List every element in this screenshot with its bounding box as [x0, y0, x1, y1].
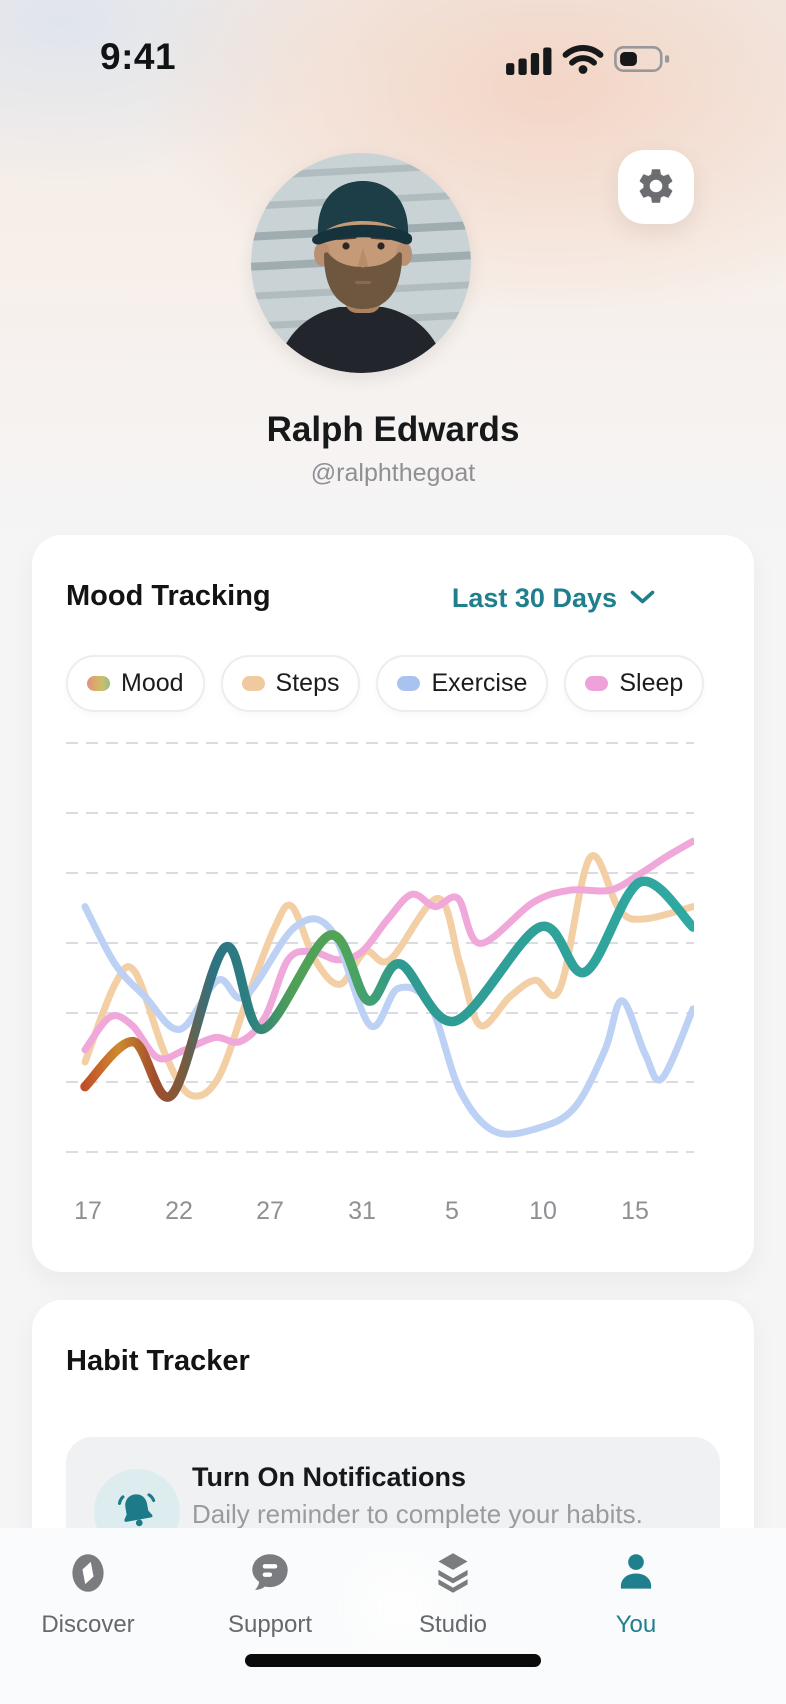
tab-support[interactable]: Support [185, 1548, 355, 1639]
bell-icon [114, 1487, 160, 1538]
tab-label: You [615, 1611, 657, 1638]
tab-bar: Discover Support Studio [0, 1528, 786, 1704]
tab-studio[interactable]: Studio [368, 1548, 538, 1639]
status-icons [506, 42, 672, 80]
tab-label: Studio [418, 1611, 488, 1638]
legend-chip-mood[interactable]: Mood [66, 655, 205, 712]
wifi-icon [561, 42, 605, 80]
home-indicator[interactable] [245, 1654, 541, 1667]
x-tick-label: 10 [529, 1197, 557, 1225]
mood-tracking-card: Mood Tracking Last 30 Days Mood Steps Ex… [32, 535, 754, 1272]
tab-you[interactable]: You [551, 1548, 721, 1639]
cellular-signal-icon [506, 42, 552, 80]
tab-label: Discover [41, 1611, 135, 1638]
settings-button[interactable] [618, 150, 694, 224]
x-tick-label: 17 [74, 1197, 102, 1225]
legend-chips: Mood Steps Exercise Sleep [66, 655, 705, 712]
chevron-down-icon [629, 589, 656, 609]
chat-bubble-icon [245, 1548, 295, 1598]
status-time: 9:41 [100, 36, 177, 77]
habit-card-title: Habit Tracker [66, 1345, 250, 1377]
date-range-label: Last 30 Days [451, 583, 617, 613]
gear-icon [635, 165, 677, 210]
legend-chip-label: Mood [121, 669, 184, 697]
x-tick-label: 31 [348, 1197, 376, 1225]
mood-card-title: Mood Tracking [66, 580, 271, 612]
legend-chip-steps[interactable]: Steps [220, 655, 361, 712]
legend-chip-label: Sleep [619, 669, 684, 697]
legend-chip-label: Exercise [431, 669, 528, 697]
person-icon [611, 1548, 661, 1598]
legend-chip-sleep[interactable]: Sleep [564, 655, 705, 712]
notification-title: Turn On Notifications [192, 1462, 466, 1492]
battery-icon [614, 44, 672, 79]
chart-x-axis: 17 22 27 31 5 10 15 [66, 1197, 694, 1231]
mood-legend-dot [87, 676, 110, 691]
x-tick-label: 5 [445, 1197, 459, 1225]
profile-handle: @ralphthegoat [310, 459, 476, 487]
profile-avatar [251, 153, 471, 373]
legend-chip-exercise[interactable]: Exercise [376, 655, 549, 712]
x-tick-label: 15 [621, 1197, 649, 1225]
mood-chart [66, 735, 698, 1180]
exercise-legend-dot [397, 676, 421, 691]
sleep-legend-dot [585, 676, 609, 691]
notification-subtitle: Daily reminder to complete your habits. [192, 1499, 643, 1529]
layers-icon [428, 1548, 478, 1598]
legend-chip-label: Steps [275, 669, 340, 697]
tab-label: Support [227, 1611, 313, 1638]
x-tick-label: 27 [256, 1197, 284, 1225]
date-range-selector[interactable]: Last 30 Days [452, 583, 656, 614]
compass-icon [63, 1548, 113, 1598]
x-tick-label: 22 [165, 1197, 193, 1225]
steps-legend-dot [241, 676, 265, 691]
profile-name: Ralph Edwards [266, 410, 520, 449]
tab-discover[interactable]: Discover [3, 1548, 173, 1639]
